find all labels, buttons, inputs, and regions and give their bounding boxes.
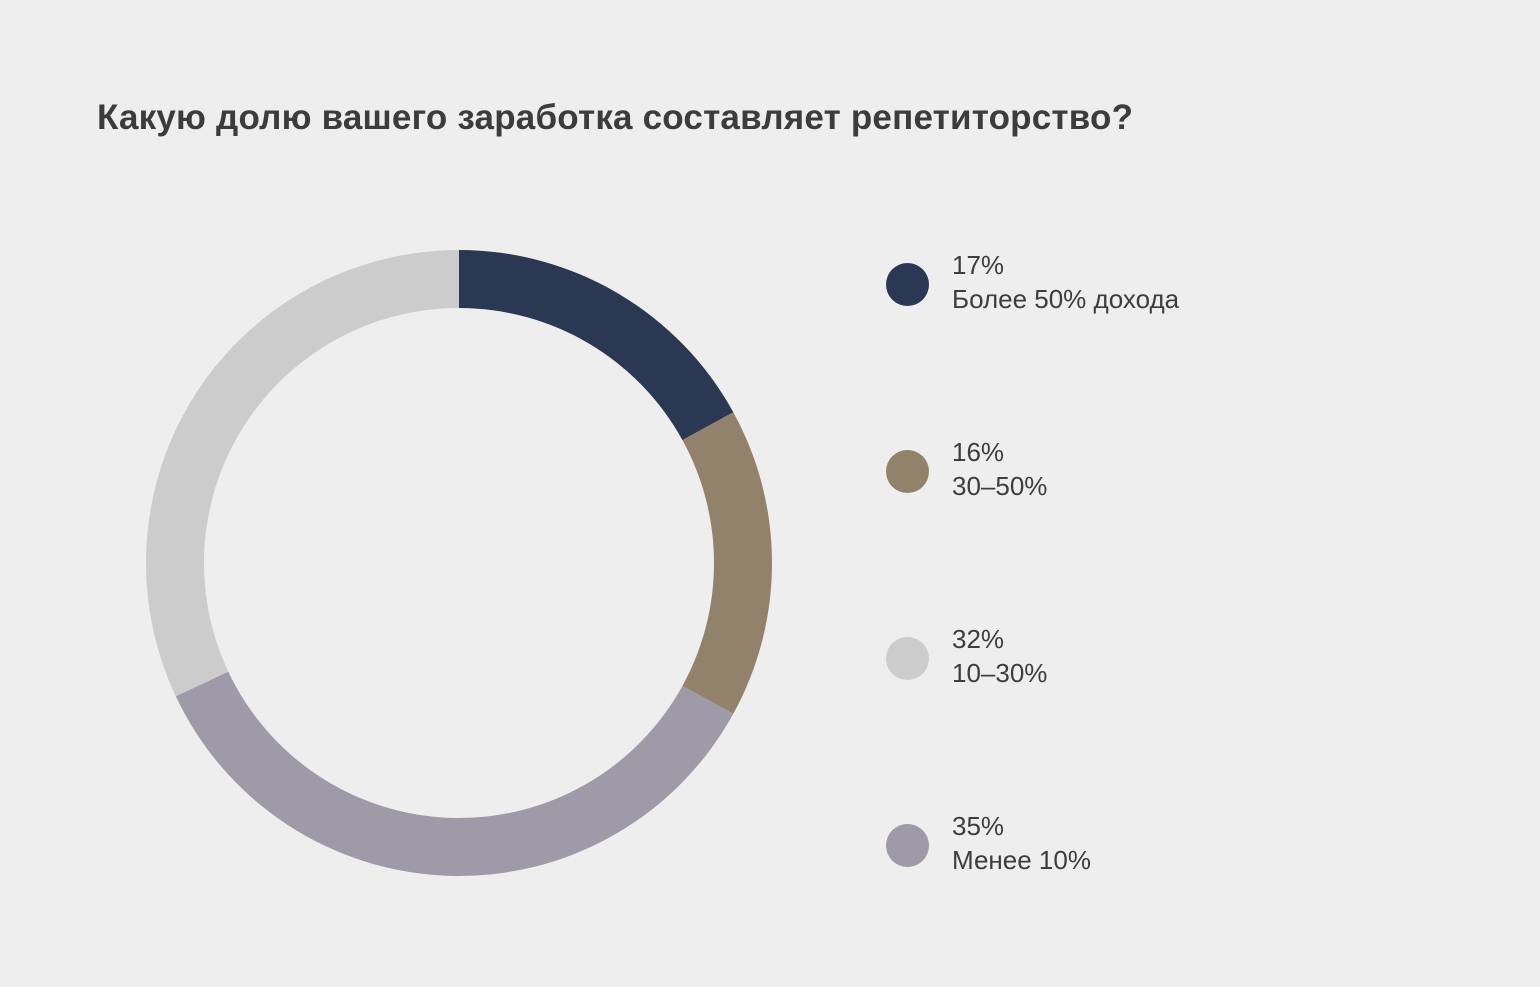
legend-item-30-50: 16% 30–50% — [886, 437, 1306, 507]
donut-slice-17-percent — [459, 250, 734, 441]
legend-label-10-30: 10–30% — [952, 658, 1048, 688]
donut-slice-32-percent — [145, 250, 459, 697]
legend-label-more-50: Более 50% дохода — [952, 284, 1180, 314]
legend-item-less-10: 35% Менее 10% — [886, 811, 1306, 881]
legend-label-30-50: 30–50% — [952, 471, 1048, 501]
legend-item-more-50: 17% Более 50% дохода — [886, 250, 1306, 320]
legend-percent-10-30: 32% — [952, 624, 1005, 654]
donut-slice-35-percent — [175, 671, 734, 876]
donut-slice-16-percent — [682, 412, 772, 714]
legend-percent-less-10: 35% — [952, 811, 1005, 841]
legend-swatch-30-50 — [886, 450, 929, 493]
legend-label-less-10: Менее 10% — [952, 845, 1091, 875]
legend-percent-30-50: 16% — [952, 437, 1005, 467]
chart-title: Какую долю вашего заработка составляет р… — [97, 98, 1134, 137]
legend-percent-more-50: 17% — [952, 250, 1005, 280]
legend-swatch-less-10 — [886, 824, 929, 867]
legend-swatch-more-50 — [886, 263, 929, 306]
legend-swatch-10-30 — [886, 637, 929, 680]
legend-item-10-30: 32% 10–30% — [886, 624, 1306, 694]
